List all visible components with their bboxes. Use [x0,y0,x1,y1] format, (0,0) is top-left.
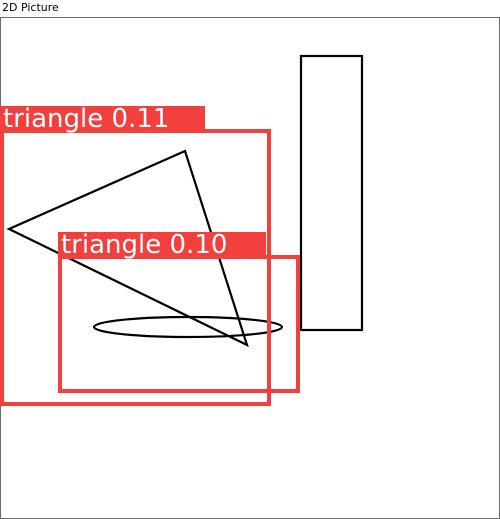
detection-label-bg-2 [58,232,266,257]
rectangle-shape [299,54,364,332]
detection-label-bg-1 [0,106,205,131]
drawing-canvas [0,17,500,519]
detection-box-2 [58,255,300,393]
detection-label-1: triangle 0.11 [3,104,170,134]
detection-label-2: triangle 0.10 [61,230,228,260]
window-title: 2D Picture [2,1,59,14]
detection-box-1 [0,129,271,406]
ellipse-shape [92,315,284,339]
title-bar: 2D Picture [0,0,500,17]
